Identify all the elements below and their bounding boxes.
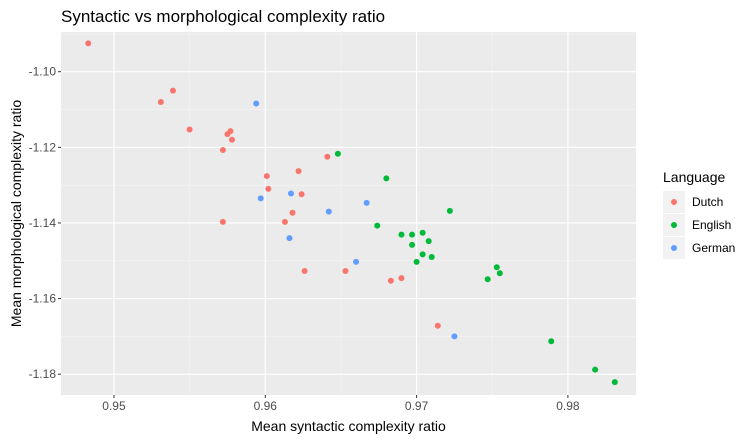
y-tick-label: -1.10 (29, 65, 57, 79)
data-point-english (409, 241, 416, 248)
x-axis-label: Mean syntactic complexity ratio (251, 418, 446, 434)
plot-panel (61, 32, 636, 395)
legend-marker-german (671, 245, 677, 251)
legend-title: Language (663, 169, 726, 185)
data-point-english (611, 379, 618, 386)
chart-title: Syntactic vs morphological complexity ra… (61, 7, 385, 26)
x-axis-ticks: 0.95 0.96 0.97 0.98 (102, 395, 580, 413)
major-gridlines (61, 32, 636, 395)
y-tick-label: -1.16 (29, 292, 57, 306)
x-tick-label: 0.95 (102, 399, 126, 413)
y-tick-label: -1.18 (29, 367, 57, 381)
legend-marker-english (671, 222, 677, 228)
data-points (85, 40, 618, 386)
data-point-dutch (298, 191, 305, 198)
data-point-dutch (85, 40, 92, 47)
data-point-english (334, 150, 341, 157)
data-point-dutch (295, 168, 302, 175)
data-point-english (419, 251, 426, 258)
data-point-german (257, 195, 264, 202)
data-point-dutch (398, 275, 405, 282)
legend: Language Dutch English German (663, 169, 745, 260)
data-point-dutch (289, 209, 296, 216)
data-point-dutch (157, 98, 164, 105)
data-point-english (446, 207, 453, 214)
data-point-german (353, 258, 360, 265)
data-point-english (398, 231, 405, 238)
data-point-dutch (219, 146, 226, 153)
legend-label-english: English (692, 218, 731, 232)
data-point-english (374, 222, 381, 229)
data-point-dutch (301, 267, 308, 274)
data-point-dutch (434, 322, 441, 329)
x-tick-label: 0.97 (405, 399, 429, 413)
data-point-dutch (224, 131, 231, 138)
x-tick-label: 0.98 (556, 399, 580, 413)
data-point-german (286, 235, 293, 242)
data-point-dutch (387, 277, 394, 284)
data-point-english (496, 270, 503, 277)
data-point-german (325, 208, 332, 215)
data-point-english (425, 238, 432, 245)
data-point-german (451, 333, 458, 340)
data-point-dutch (186, 126, 193, 133)
data-point-dutch (169, 87, 176, 94)
data-point-english (428, 253, 435, 260)
y-tick-label: -1.14 (29, 216, 57, 230)
data-point-english (409, 231, 416, 238)
data-point-english (383, 175, 390, 182)
data-point-english (419, 229, 426, 236)
data-point-german (363, 199, 370, 206)
data-point-english (413, 258, 420, 265)
data-point-english (592, 366, 599, 373)
data-point-english (484, 276, 491, 283)
data-point-dutch (219, 218, 226, 225)
legend-label-german: German (692, 241, 735, 255)
data-point-german (288, 190, 294, 197)
x-tick-label: 0.96 (254, 399, 278, 413)
legend-label-dutch: Dutch (692, 195, 723, 209)
y-tick-label: -1.12 (29, 140, 57, 154)
minor-gridlines (61, 32, 636, 395)
data-point-english (548, 338, 555, 345)
data-point-dutch (263, 173, 270, 180)
data-point-dutch (228, 136, 235, 143)
data-point-dutch (281, 218, 288, 225)
data-point-german (253, 100, 260, 107)
data-point-dutch (265, 185, 272, 192)
data-point-english (493, 264, 500, 271)
y-axis-ticks: -1.10 -1.12 -1.14 -1.16 -1.18 (29, 65, 61, 381)
y-axis-label: Mean morphological complexity ratio (8, 100, 24, 327)
data-point-dutch (342, 267, 349, 274)
data-point-dutch (324, 153, 331, 160)
legend-marker-dutch (671, 199, 677, 205)
